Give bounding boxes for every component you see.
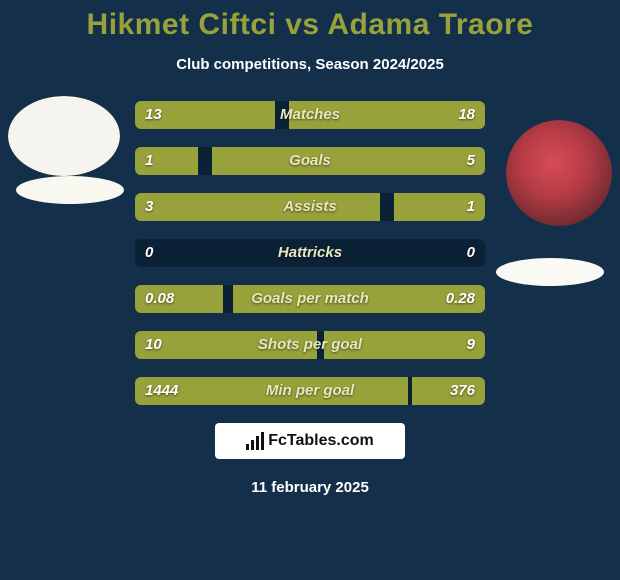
stat-row: Hattricks0 0 [135,239,485,267]
stat-label: Goals per match [135,285,485,313]
stat-label: Shots per goal [135,331,485,359]
bar-chart-icon [246,432,264,450]
date-label: 11 february 2025 [0,479,620,496]
comparison-card: Hikmet Ciftci vs Adama Traore Club compe… [0,0,620,580]
stat-label: Assists [135,193,485,221]
stat-label: Matches [135,101,485,129]
player-left-avatar [8,96,120,176]
value-left: 13 [145,101,162,129]
fctables-logo: FcTables.com [215,423,405,459]
value-left: 10 [145,331,162,359]
value-left: 0.08 [145,285,174,313]
avatar-placeholder [8,96,120,176]
value-left: 0 [145,239,153,267]
value-right: 0 [467,239,475,267]
value-right: 18 [458,101,475,129]
stat-row: Shots per goal10 9 [135,331,485,359]
value-right: 376 [450,377,475,405]
logo-text: FcTables.com [268,432,374,450]
stat-row: Matches13 18 [135,101,485,129]
value-left: 1 [145,147,153,175]
avatar-placeholder [506,120,612,226]
value-right: 0.28 [446,285,475,313]
player-right-avatar [506,120,612,226]
value-right: 1 [467,193,475,221]
stat-row: Assists3 1 [135,193,485,221]
stat-row: Min per goal1444 376 [135,377,485,405]
value-right: 5 [467,147,475,175]
decorative-oval [16,176,124,204]
stat-row: Goals per match0.08 0.28 [135,285,485,313]
value-right: 9 [467,331,475,359]
value-left: 1444 [145,377,178,405]
value-left: 3 [145,193,153,221]
stat-label: Min per goal [135,377,485,405]
stats-list: Matches1318Goals15Assists31Hattricks00Go… [135,101,485,405]
decorative-oval [496,258,604,286]
page-title: Hikmet Ciftci vs Adama Traore [0,8,620,42]
stat-label: Hattricks [135,239,485,267]
stat-label: Goals [135,147,485,175]
stat-row: Goals1 5 [135,147,485,175]
subtitle: Club competitions, Season 2024/2025 [0,56,620,73]
